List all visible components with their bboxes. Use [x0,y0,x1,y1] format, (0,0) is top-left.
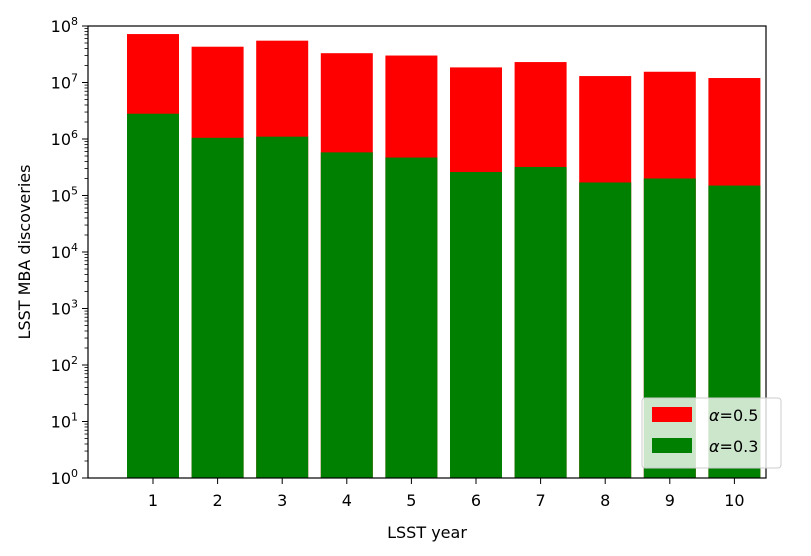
x-tick-label: 10 [724,491,744,510]
legend-swatch-1 [652,407,692,422]
x-tick-label: 2 [213,491,223,510]
y-tick-label: 100 [51,467,78,488]
bar-series2-year-3 [256,136,309,478]
x-tick-label: 1 [148,491,158,510]
x-tick-label: 4 [342,491,352,510]
x-tick-label: 3 [277,491,287,510]
bar-series2-year-2 [191,137,244,479]
x-tick-label: 9 [665,491,675,510]
x-axis-label: LSST year [387,523,467,542]
y-axis-label: LSST MBA discoveries [15,165,34,340]
y-tick-label: 104 [51,241,78,262]
y-tick-label: 106 [51,128,78,149]
legend-label-2: α=0.3 [709,437,758,456]
legend-swatch-2 [652,438,692,453]
bar-series2-year-8 [579,182,632,479]
legend: α=0.5 α=0.3 [641,397,782,469]
y-tick-label: 102 [51,354,78,375]
x-axis: 1 2 3 4 5 6 7 8 9 10 [148,478,745,510]
bar-series2-year-5 [385,157,438,478]
y-tick-label: 108 [51,15,78,36]
y-tick-label: 103 [51,298,78,319]
bar-series2-year-1 [127,113,179,479]
bar-series2-year-6 [450,172,502,479]
bar-series2-year-4 [320,152,373,478]
bar-series2-year-7 [514,166,567,478]
x-tick-label: 8 [600,491,610,510]
y-tick-label: 107 [51,72,78,93]
x-tick-label: 5 [406,491,416,510]
legend-label-1: α=0.5 [709,406,758,425]
y-axis: 100 101 102 103 104 105 106 107 108 [51,15,88,488]
y-tick-label: 105 [51,185,78,206]
y-tick-label: 101 [51,411,78,432]
x-tick-label: 7 [536,491,546,510]
x-tick-label: 6 [471,491,481,510]
bars-layer [127,34,761,479]
